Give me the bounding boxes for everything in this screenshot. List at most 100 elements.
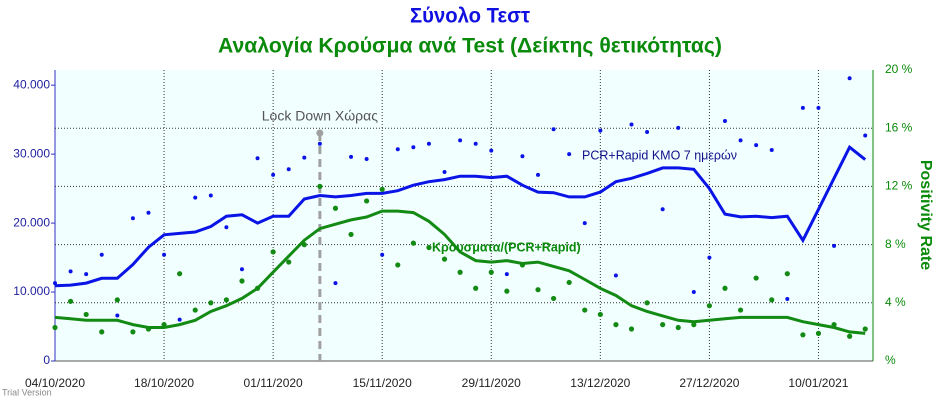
series-dot — [146, 210, 151, 215]
series-dot — [99, 252, 104, 257]
y-tick-label: 10.000 — [13, 284, 50, 298]
annotation-dot — [316, 129, 324, 137]
series-dot — [738, 138, 743, 143]
series-dot — [286, 259, 292, 265]
series-dot — [504, 288, 510, 294]
y2-tick-label: 12 % — [885, 179, 913, 193]
y2-axis-title: Positivity Rate — [917, 160, 934, 270]
series-dot — [769, 297, 775, 303]
series-dot — [753, 275, 759, 281]
series-dot — [566, 279, 572, 286]
series-dot — [722, 119, 727, 124]
series-dot — [862, 326, 868, 332]
series-dot — [550, 295, 557, 302]
series-dot — [737, 307, 744, 313]
y-tick-label: 30.000 — [13, 146, 50, 160]
series-dot — [551, 127, 556, 132]
series-dot — [364, 198, 370, 204]
series-dot — [691, 290, 696, 295]
series-dot — [442, 170, 447, 175]
series-dot — [629, 122, 634, 127]
series-dot — [519, 262, 526, 268]
series-dot — [488, 269, 494, 275]
series-dot — [254, 285, 261, 291]
series-dot — [115, 313, 120, 318]
series-dot — [411, 145, 416, 150]
series-dot — [52, 324, 58, 331]
series-dot — [613, 322, 619, 328]
x-tick-label: 10/01/2021 — [788, 376, 848, 390]
series-dot — [301, 242, 307, 248]
series-dot — [676, 125, 681, 130]
series-dot — [364, 156, 369, 161]
series-dot — [286, 167, 291, 172]
series-dot — [800, 105, 805, 110]
series-dot — [410, 240, 416, 246]
series-dot — [504, 272, 509, 277]
series-dot — [177, 317, 182, 322]
series-dot — [473, 285, 479, 291]
x-tick-label: 15/11/2020 — [353, 376, 412, 390]
series-dot — [722, 285, 728, 291]
y2-tick-label: 4 % — [885, 295, 906, 309]
y2-tick-label: 16 % — [885, 120, 913, 134]
series-dot — [660, 207, 665, 212]
series-dot — [208, 193, 213, 198]
series-dot — [395, 147, 400, 152]
series-dot — [847, 333, 853, 339]
series-dot — [239, 278, 245, 284]
x-tick-label: 01/11/2020 — [244, 376, 303, 390]
series-dot — [598, 128, 603, 133]
series-dot — [145, 326, 152, 332]
series-dot — [53, 281, 57, 286]
series-dot — [847, 76, 852, 81]
series-dot — [255, 156, 260, 161]
series-dot — [815, 330, 822, 336]
series-dot — [441, 256, 448, 262]
series-dot — [628, 326, 635, 332]
series-dot — [473, 141, 478, 146]
series-dot — [597, 311, 603, 318]
series-dot — [302, 155, 307, 160]
series-label: PCR+Rapid ΚΜΟ 7 ημερών — [582, 148, 737, 162]
series-dot — [707, 255, 712, 260]
y-tick-label: 20.000 — [13, 215, 50, 229]
series-label: Κρουσματα/(PCR+Rapid) — [432, 240, 581, 254]
series-dot — [223, 297, 229, 303]
series-dot — [754, 143, 759, 148]
series-dot — [380, 252, 385, 257]
series-dot — [114, 297, 120, 303]
series-dot — [426, 244, 432, 251]
series-dot — [130, 329, 136, 335]
annotation: Lock Down Χώρας — [262, 108, 378, 124]
series-line — [54, 144, 867, 288]
chart-subtitle: Αναλογία Κρούσμα ανά Test (Δείκτης θετικ… — [218, 35, 722, 58]
y-tick-label: 40.000 — [13, 77, 50, 91]
y-tick-label: 0 — [43, 353, 50, 367]
x-tick-label: 18/10/2020 — [134, 376, 194, 390]
series-dot — [706, 303, 713, 309]
series-dot — [769, 147, 774, 152]
series-dot — [520, 154, 525, 159]
series-dot — [800, 332, 806, 338]
y2-tick-label: 8 % — [885, 237, 906, 251]
series-dot — [177, 271, 183, 277]
series-dot — [208, 300, 214, 306]
series-dot — [784, 271, 790, 277]
series-dot — [832, 243, 837, 248]
x-tick-label: 29/11/2020 — [462, 376, 521, 390]
series-dot — [239, 267, 244, 272]
series-dot — [162, 252, 167, 257]
series-line — [54, 209, 866, 335]
series-dot — [270, 249, 276, 255]
series-dot — [645, 130, 650, 135]
y2-tick-label: 20 % — [885, 62, 913, 76]
series-dot — [317, 141, 322, 146]
series-dot — [349, 154, 354, 159]
series-dot — [83, 311, 89, 318]
series-dot — [426, 141, 431, 146]
series-dot — [317, 183, 323, 189]
series-dot — [660, 322, 666, 328]
series-dot — [863, 133, 868, 138]
